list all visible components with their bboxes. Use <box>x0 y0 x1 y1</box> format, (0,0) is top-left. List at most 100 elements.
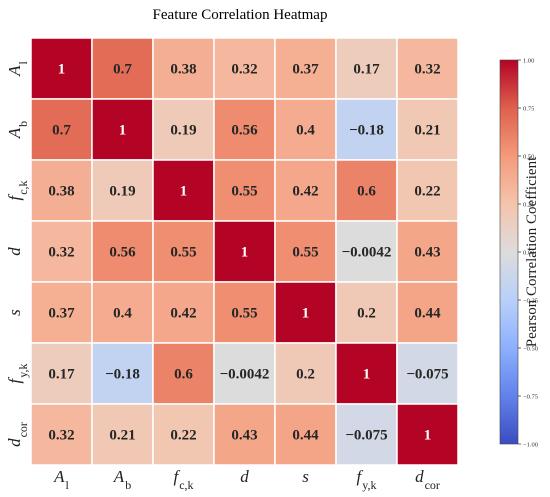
cell-value-label: −0.18 <box>349 123 384 139</box>
heatmap-cell <box>274 98 337 161</box>
column-tick-label: fc,k <box>173 467 193 492</box>
cell-value-label: 1 <box>302 306 310 322</box>
cell-value-label: 0.19 <box>170 123 196 139</box>
cell-value-label: 0.55 <box>231 306 257 322</box>
row-tick-label: fc,k <box>5 180 30 200</box>
column-tick-label: d <box>240 467 249 486</box>
heatmap-cell <box>152 159 215 222</box>
cell-value-label: 0.4 <box>113 306 132 322</box>
heatmap-cell <box>396 220 459 283</box>
cell-value-label: 0.56 <box>231 123 258 139</box>
colorbar-tick-label: 0.75 <box>523 106 534 113</box>
cell-value-label: 0.7 <box>52 123 71 139</box>
column-tick-label: s <box>302 467 309 486</box>
cell-value-label: 0.37 <box>292 62 319 78</box>
heatmap-cell <box>30 98 93 161</box>
heatmap-cell <box>335 159 398 222</box>
colorbar-tick-label: 0.25 <box>523 202 534 209</box>
heatmap-cell <box>30 342 93 405</box>
column-tick-label: Ab <box>113 467 131 492</box>
colorbar: 1.00 0.75 0.50 0.25 0.00 −0.25 −0.50 −0.75 −1.00… <box>499 58 540 449</box>
cell-value-label: 1 <box>424 428 432 444</box>
heatmap-cell <box>274 159 337 222</box>
heatmap-cell <box>30 220 93 283</box>
heatmap-cell <box>335 220 398 283</box>
colorbar-tick-label: 0.50 <box>523 154 534 161</box>
heatmap-cell <box>396 342 459 405</box>
colorbar-tick-label: −1.00 <box>523 442 538 449</box>
heatmap-cell <box>152 403 215 466</box>
cell-value-label: 0.4 <box>296 123 315 139</box>
cell-value-label: 0.21 <box>109 428 135 444</box>
cell-value-label: 0.56 <box>109 245 136 261</box>
heatmap-cell <box>335 403 398 466</box>
cell-value-label: 0.6 <box>357 184 376 200</box>
cell-value-label: −0.18 <box>105 367 140 383</box>
row-tick-label: s <box>5 309 24 316</box>
cell-value-label: 0.32 <box>414 62 440 78</box>
cell-value-label: 0.38 <box>170 62 196 78</box>
heatmap-cell <box>91 342 154 405</box>
cell-value-label: 0.6 <box>174 367 193 383</box>
cell-value-label: 0.44 <box>414 306 441 322</box>
cell-value-label: −0.0042 <box>220 367 270 383</box>
cell-value-label: 0.38 <box>48 184 74 200</box>
colorbar-gradient <box>499 59 519 445</box>
cell-value-label: 0.37 <box>48 306 75 322</box>
cell-value-label: 0.19 <box>109 184 135 200</box>
heatmap-cell <box>91 220 154 283</box>
cell-value-label: 0.32 <box>48 245 74 261</box>
cell-value-label: 1 <box>119 123 127 139</box>
column-labels: Al Ab fc,k d s fy,k dcor <box>53 467 440 492</box>
cell-value-label: 0.43 <box>231 428 257 444</box>
cell-value-label: 0.44 <box>292 428 319 444</box>
column-tick-label: dcor <box>415 467 440 492</box>
row-tick-label: Al <box>5 60 30 76</box>
heatmap-cell <box>30 37 93 100</box>
colorbar-tick-label: 0.00 <box>523 250 534 257</box>
cell-value-label: 0.22 <box>170 428 196 444</box>
row-tick-label: d <box>5 247 24 256</box>
chart-title: Feature Correlation Heatmap <box>153 7 328 23</box>
column-tick-label: fy,k <box>357 467 377 492</box>
cell-value-label: 0.17 <box>48 367 75 383</box>
row-labels: Al Ab fc,k d s fy,k dcor <box>5 60 30 446</box>
cell-value-label: 0.55 <box>170 245 196 261</box>
colorbar-tick-label: 1.00 <box>523 58 534 65</box>
heatmap-cell <box>91 37 154 100</box>
row-tick-label: dcor <box>5 422 30 447</box>
cell-value-label: 0.17 <box>353 62 380 78</box>
cell-value-label: 0.43 <box>414 245 440 261</box>
heatmap-cell <box>274 403 337 466</box>
cell-value-label: −0.075 <box>406 367 448 383</box>
cell-value-label: 0.32 <box>48 428 74 444</box>
cell-value-label: 1 <box>363 367 371 383</box>
heatmap-cell <box>396 98 459 161</box>
colorbar-tick-label: −0.50 <box>523 346 538 353</box>
cell-value-label: 0.32 <box>231 62 257 78</box>
cell-value-label: 0.2 <box>296 367 315 383</box>
row-tick-label: fy,k <box>5 364 30 384</box>
cell-value-label: 0.42 <box>292 184 318 200</box>
column-tick-label: Al <box>53 467 69 492</box>
cell-value-label: −0.075 <box>345 428 387 444</box>
heatmap-cell <box>30 281 93 344</box>
heatmap-cell <box>396 159 459 222</box>
cell-value-label: 1 <box>241 245 249 261</box>
cell-value-label: 1 <box>58 62 66 78</box>
heatmap-grid: 1 0.7 0.38 0.32 0.37 0.17 0.32 0.7 1 0.19 0.56 0.4 −… <box>30 37 459 466</box>
cell-value-label: −0.0042 <box>342 245 392 261</box>
cell-value-label: 0.42 <box>170 306 196 322</box>
row-tick-label: Ab <box>5 121 30 139</box>
colorbar-label: Pearson Correlation Coefficient <box>524 156 540 347</box>
cell-value-label: 0.55 <box>292 245 318 261</box>
heatmap-cell <box>213 159 276 222</box>
cell-value-label: 0.22 <box>414 184 440 200</box>
heatmap-cell <box>152 281 215 344</box>
colorbar-tick-label: −0.75 <box>523 394 538 401</box>
heatmap-cell <box>152 98 215 161</box>
heatmap-cell <box>335 37 398 100</box>
cell-value-label: 0.21 <box>414 123 440 139</box>
heatmap-cell <box>213 403 276 466</box>
